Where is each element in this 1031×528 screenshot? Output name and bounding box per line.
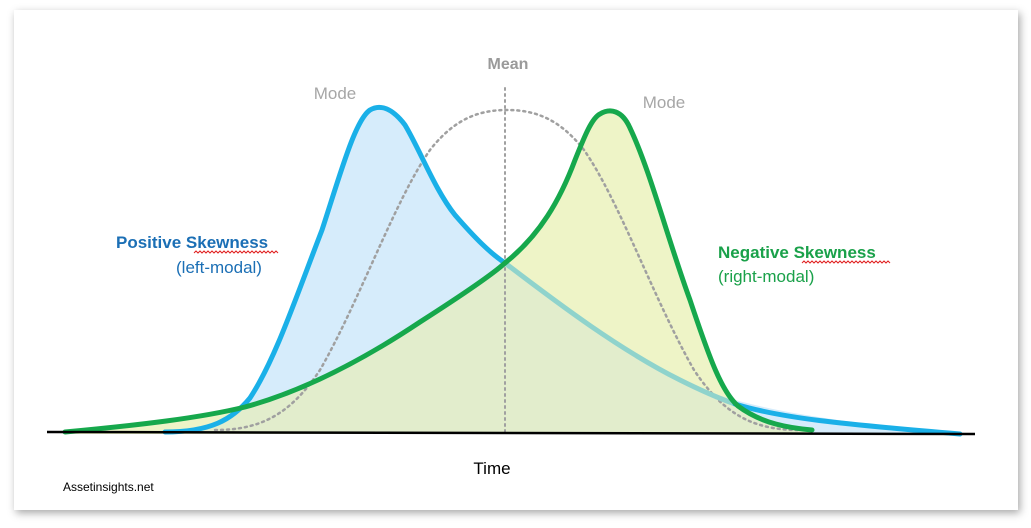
positive-skew-curve bbox=[162, 104, 508, 435]
negative-skewness-title: Negative Skewness bbox=[718, 243, 876, 262]
mean-label: Mean bbox=[488, 56, 529, 73]
normal-distribution-curve bbox=[213, 108, 801, 432]
negative-skewness-subtitle: (right-modal) bbox=[718, 267, 814, 286]
source-credit: Assetinsights.net bbox=[63, 480, 154, 494]
mode-label-left: Mode bbox=[314, 84, 357, 103]
negative-skew-curve bbox=[62, 108, 815, 435]
x-axis-title: Time bbox=[473, 459, 510, 478]
spellcheck-underline-negative bbox=[801, 260, 891, 264]
positive-skewness-title: Positive Skewness bbox=[116, 233, 268, 252]
x-axis-line bbox=[46, 430, 976, 436]
mode-label-right: Mode bbox=[643, 93, 686, 112]
positive-skewness-subtitle: (left-modal) bbox=[176, 258, 262, 277]
positive-skew-tail-faded bbox=[502, 260, 738, 407]
spellcheck-underline-positive bbox=[193, 250, 279, 254]
positive-skew-area bbox=[165, 107, 960, 434]
positive-skew-tail bbox=[732, 401, 963, 437]
